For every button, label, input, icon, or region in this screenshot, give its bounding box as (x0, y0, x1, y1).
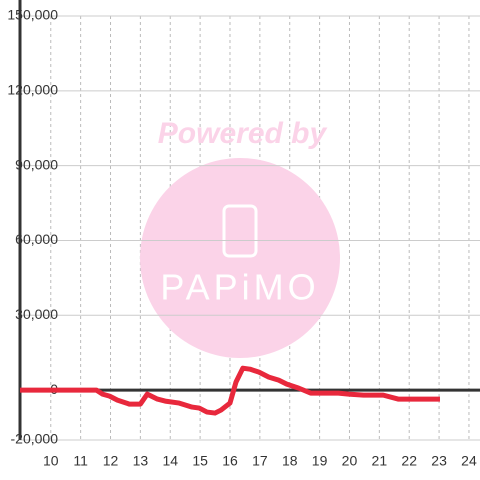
x-tick-label: 22 (401, 453, 417, 469)
watermark-logo: PAPiMO (160, 267, 319, 308)
y-tick-label: 30,000 (15, 306, 58, 322)
x-tick-label: 24 (461, 453, 477, 469)
x-tick-label: 14 (162, 453, 178, 469)
y-tick-label: 60,000 (15, 231, 58, 247)
watermark-icon (222, 204, 258, 258)
x-tick-label: 12 (103, 453, 119, 469)
x-tick-label: 20 (342, 453, 358, 469)
x-tick-label: 10 (43, 453, 59, 469)
x-tick-label: 18 (282, 453, 298, 469)
x-tick-label: 11 (73, 453, 88, 469)
y-tick-label: 90,000 (15, 156, 58, 172)
watermark-circle (140, 158, 340, 358)
x-tick-label: 16 (222, 453, 238, 469)
watermark-top: Powered by (158, 117, 328, 150)
y-tick-label: 150,000 (7, 7, 58, 23)
y-tick-label: 120,000 (7, 82, 58, 98)
x-tick-label: 13 (133, 453, 149, 469)
line (20, 365, 440, 416)
x-tick-label: 23 (431, 453, 447, 469)
x-tick-label: 17 (252, 453, 268, 469)
x-tick-label: 15 (192, 453, 208, 469)
x-tick-label: 19 (312, 453, 328, 469)
y-tick-label: -20,000 (11, 431, 59, 447)
x-tick-label: 21 (372, 453, 388, 469)
